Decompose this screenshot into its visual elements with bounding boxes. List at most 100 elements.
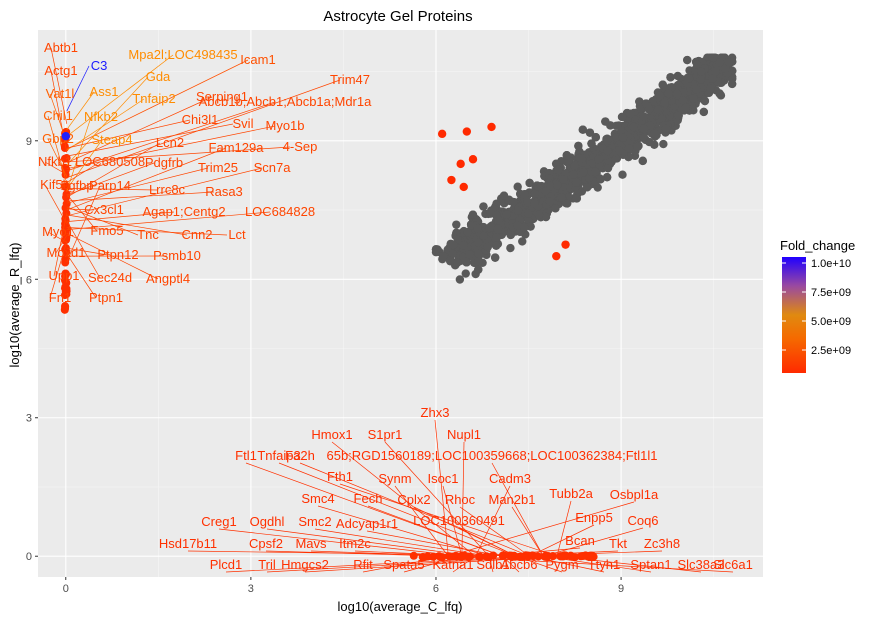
cluster-point [721, 64, 730, 73]
label-connector [339, 483, 558, 557]
label-connector [47, 115, 68, 184]
point-label: Ptpn12 [97, 247, 138, 262]
point-label: Cpsf2 [249, 536, 283, 551]
label-connector [53, 212, 68, 277]
label-connector [529, 524, 595, 557]
left-column-point [61, 269, 70, 278]
label-connector [66, 96, 213, 164]
point-label: Cplx2 [397, 492, 430, 507]
left-column-point [60, 291, 69, 300]
label-connector [66, 79, 341, 178]
label-connector [543, 555, 652, 573]
cluster-point [530, 189, 539, 199]
label-connector [354, 550, 476, 557]
label-connector [489, 547, 581, 557]
point-label: Adcyap1r1 [336, 516, 398, 531]
cluster-point [431, 245, 441, 254]
point-label: Enpp5 [575, 510, 613, 525]
point-label: Coq6 [627, 513, 658, 528]
cluster-point [523, 209, 533, 218]
highlight-point [487, 122, 496, 132]
cluster-point [614, 146, 624, 155]
cluster-point [715, 89, 724, 98]
cluster-point [578, 125, 588, 134]
label-connector [66, 167, 209, 204]
point-label: Lrrc8c [149, 182, 186, 197]
cluster-point [660, 98, 669, 108]
label-connector [66, 146, 291, 163]
cluster-point [664, 89, 673, 98]
cluster-point [513, 221, 522, 230]
x-tick-label: 0 [63, 583, 69, 595]
point-label: Ftl1 [235, 448, 257, 463]
point-label: Icam1 [240, 52, 275, 67]
cluster-point [487, 223, 496, 232]
cluster-point [693, 60, 702, 69]
cluster-point [554, 165, 563, 175]
cluster-point [678, 96, 688, 105]
label-connector [66, 59, 249, 150]
y-tick-label: 9 [26, 136, 32, 148]
label-connector [55, 235, 68, 254]
cluster-point [534, 210, 544, 220]
cluster-point [518, 237, 527, 246]
point-label: Zc3h8 [644, 536, 680, 551]
highlight-point [61, 131, 70, 141]
cluster-point [513, 206, 523, 216]
highlight-point [437, 129, 447, 139]
label-connector [49, 241, 68, 299]
cluster-point [673, 71, 682, 81]
label-connector [448, 501, 635, 557]
cluster-point [685, 87, 694, 96]
point-label: Nfkb1 [38, 154, 72, 169]
cluster-point [661, 124, 671, 133]
point-label: Katna1 [432, 557, 473, 572]
label-connector [66, 142, 161, 198]
point-label: LOC680508 [75, 154, 145, 169]
cluster-point [639, 124, 649, 134]
cluster-point [672, 89, 682, 99]
cluster-point [635, 97, 644, 106]
point-label: Agap1;Centg2 [142, 204, 225, 219]
cluster-point [657, 114, 666, 124]
cluster-point [463, 227, 472, 237]
cluster-point [546, 181, 555, 191]
point-label: Ogdhl [250, 514, 285, 529]
label-connector [66, 227, 228, 236]
cluster-point [459, 241, 468, 250]
main-cluster [431, 53, 737, 284]
label-connector [461, 441, 465, 557]
cluster-point [649, 129, 659, 138]
point-label: Hmgcs2 [281, 557, 329, 572]
highlight-point [447, 175, 456, 185]
axes: 0 3 6 9 0 3 6 9 [26, 136, 624, 595]
cluster-point [479, 231, 488, 241]
cluster-point [612, 133, 621, 142]
point-label: Mavs [295, 536, 327, 551]
cluster-point [541, 212, 551, 222]
label-connector [66, 167, 263, 217]
x-axis-title: log10(average_C_lfq) [337, 599, 462, 614]
point-label: Fam129a [209, 140, 265, 155]
cluster-point [490, 253, 500, 262]
left-column-point [61, 245, 70, 254]
cluster-point [452, 220, 461, 229]
cluster-point [526, 222, 535, 231]
point-label: LOC100360491 [413, 513, 505, 528]
point-label: Cx3cl1 [84, 202, 124, 217]
point-label: Itm2c [339, 536, 371, 551]
label-connector [452, 555, 476, 573]
point-label: Ass1 [90, 84, 119, 99]
cluster-point [585, 128, 595, 137]
cluster-point [461, 257, 470, 266]
label-connector [556, 500, 572, 557]
cluster-point [724, 58, 734, 67]
point-label: Psmb10 [153, 248, 201, 263]
cluster-point [474, 265, 483, 274]
label-connector [66, 119, 191, 149]
label-connector [245, 462, 503, 557]
label-connector [310, 550, 462, 557]
cluster-point [583, 183, 592, 192]
point-label: S1pr1 [368, 427, 403, 442]
